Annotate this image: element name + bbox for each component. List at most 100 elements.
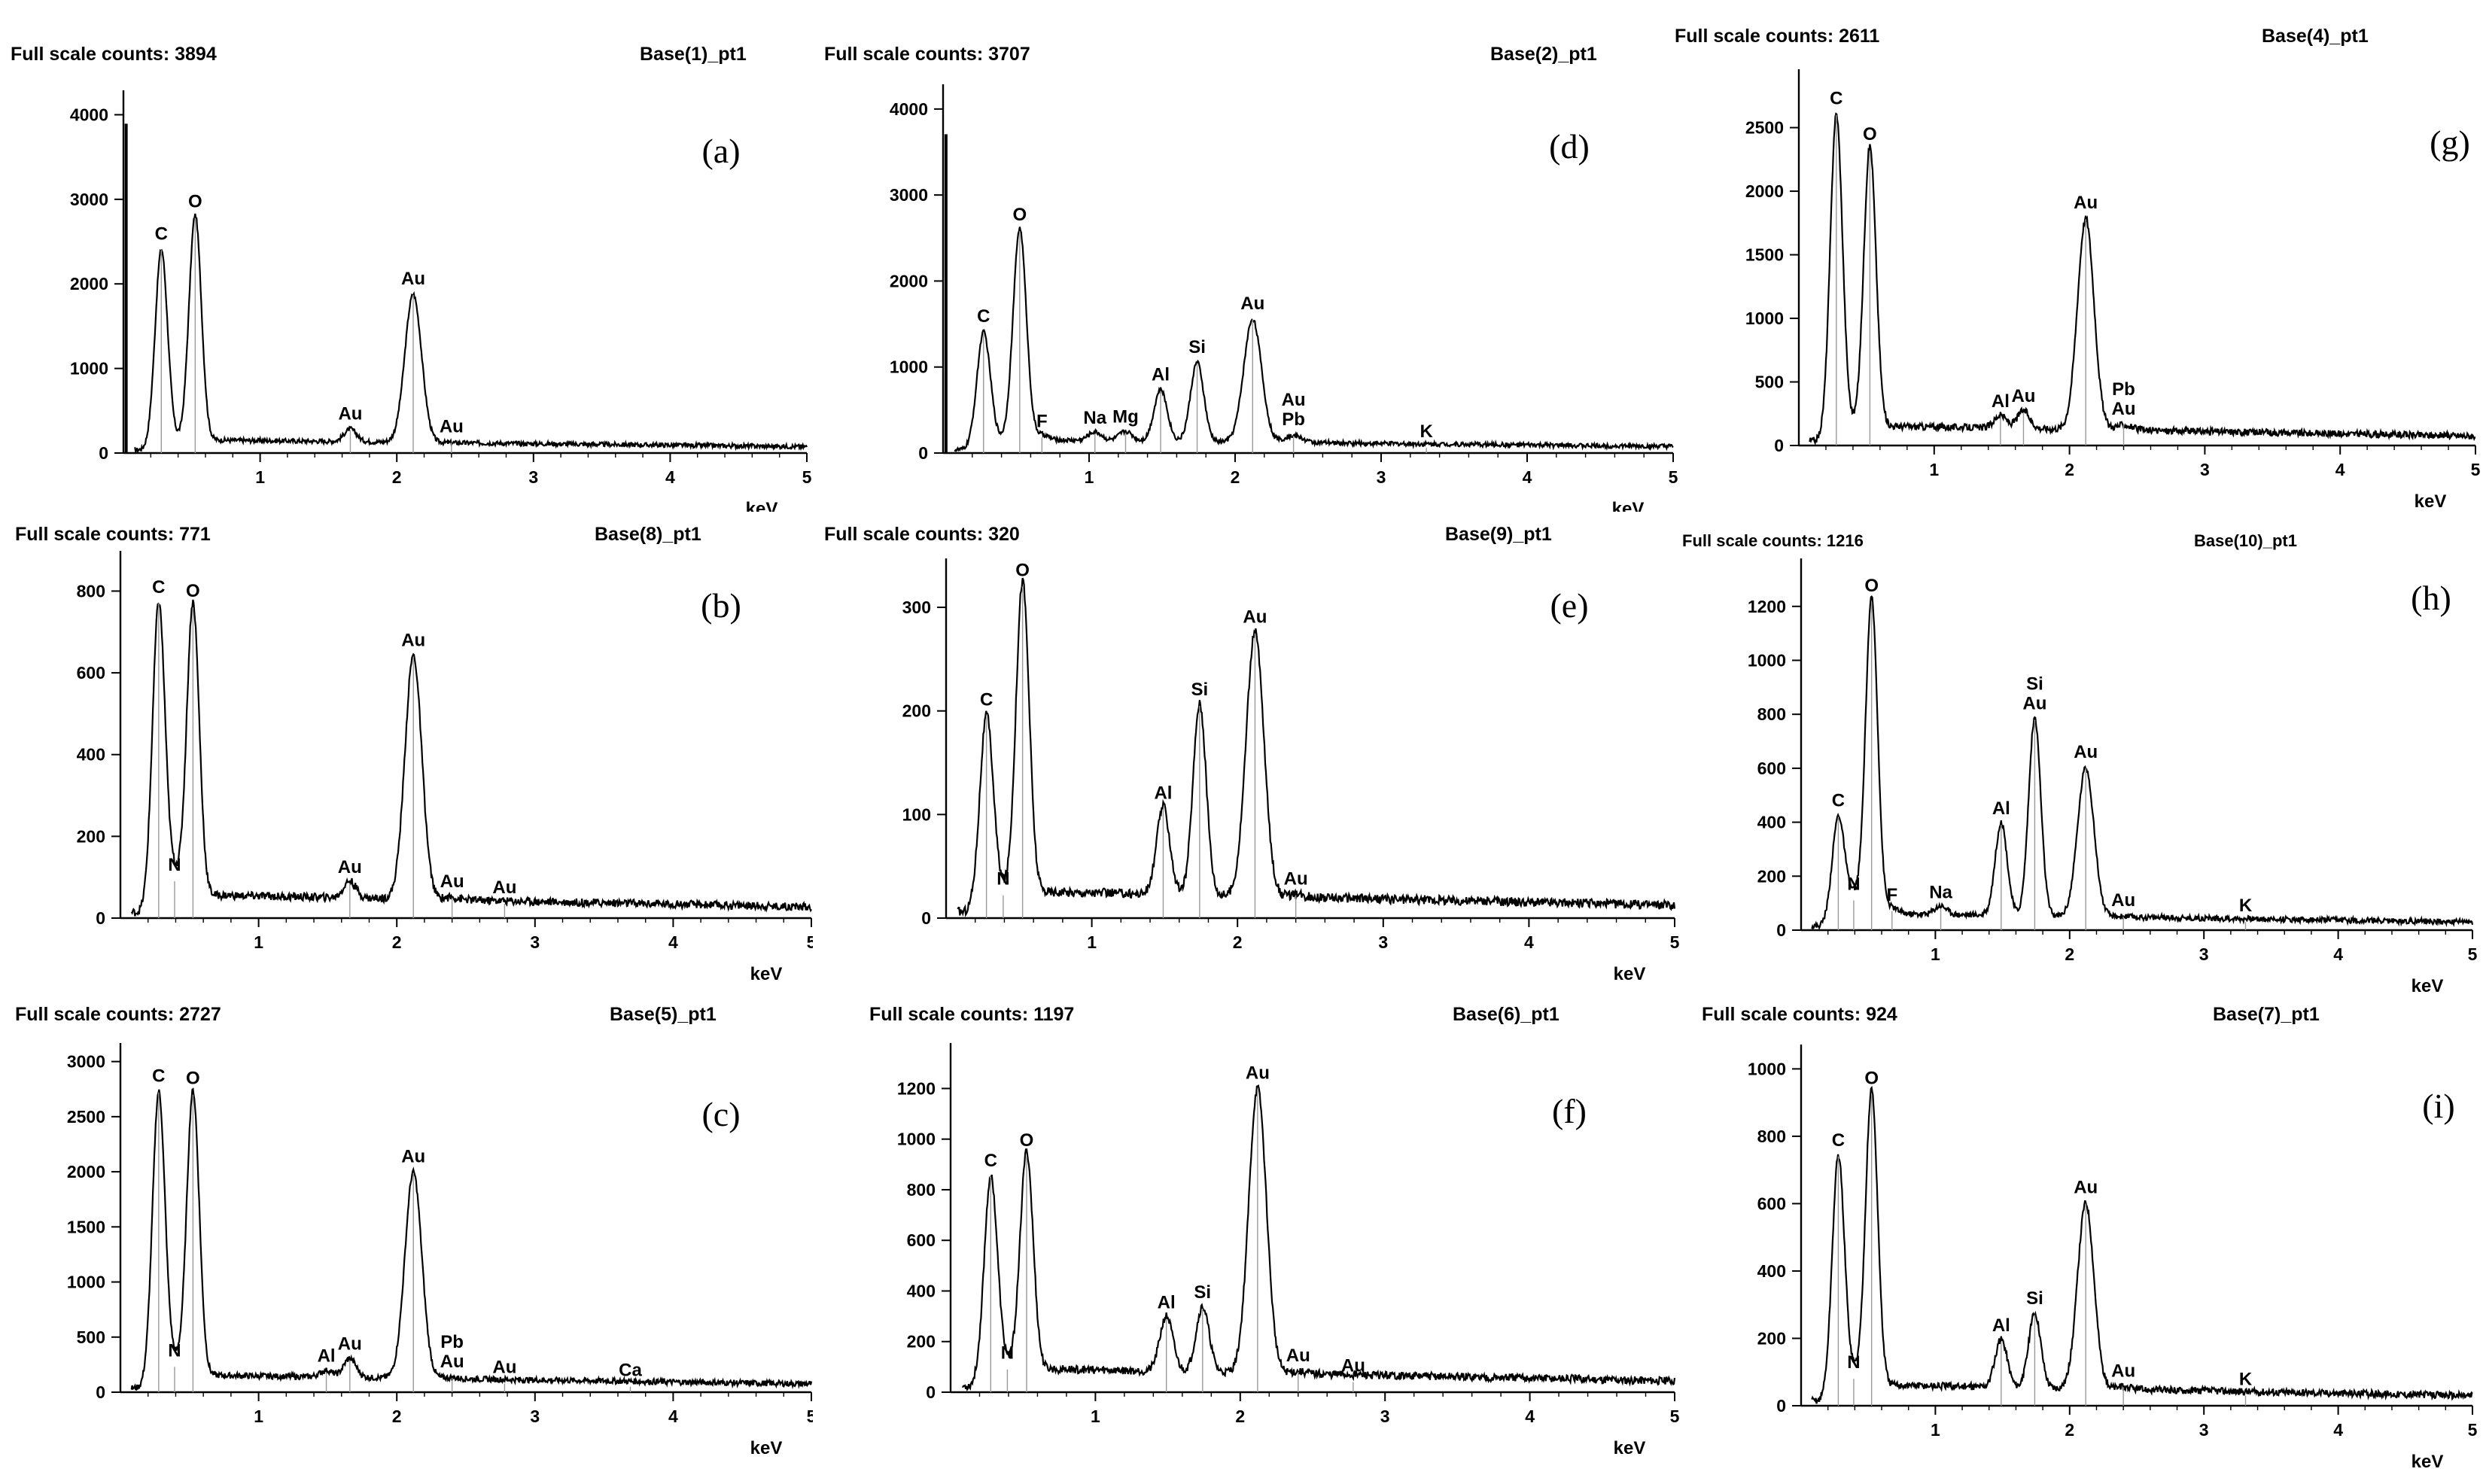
y-tick-label: 200: [1757, 1328, 1786, 1348]
y-tick-label: 0: [96, 1382, 105, 1402]
panel-f-header-right: Base(6)_pt1: [1453, 1004, 1559, 1025]
peak-label: Au: [2111, 1361, 2135, 1381]
panel-letter: (f): [1552, 1092, 1587, 1130]
spectrum-line: [130, 1087, 813, 1391]
peak-label: Pb: [1282, 409, 1305, 430]
y-tick-label: 2500: [1745, 118, 1784, 138]
peak-label: O: [186, 581, 200, 601]
x-tick-label: 4: [2335, 460, 2345, 479]
x-tick-label: 4: [668, 932, 678, 952]
panel-h-header-left: Full scale counts: 1216: [1682, 531, 1864, 550]
peak-label: Au: [2011, 386, 2035, 406]
panel-letter: (b): [701, 586, 741, 625]
panel-e: Full scale counts: 320 Base(9)_pt1 0 100 2…: [817, 512, 1682, 993]
panel-g-header-right: Base(4)_pt1: [2262, 26, 2369, 47]
y-tick-label: 1000: [1745, 309, 1784, 328]
peak-label: Si: [2026, 674, 2043, 694]
peak-label: Au: [1286, 1346, 1310, 1366]
panel-a-header-right: Base(1)_pt1: [640, 44, 747, 65]
peak-label: Au: [492, 1357, 516, 1377]
panel-f-chart: 0 200 400 600 800 1000 1200 1 2 3 4 5 keV C N O Al Si Au Au…: [897, 1043, 1680, 1458]
peak-label: Na: [1083, 408, 1106, 428]
peak-label: Au: [440, 417, 464, 437]
peak-label: C: [152, 1066, 165, 1087]
y-tick-label: 2000: [67, 1162, 105, 1181]
y-tick-label: 1000: [70, 359, 108, 379]
peak-label: Au: [401, 269, 425, 289]
x-tick-label: 1: [1091, 1406, 1100, 1426]
peak-label: O: [1864, 1068, 1879, 1088]
x-axis-unit: keV: [746, 499, 778, 512]
y-tick-label: 1000: [67, 1273, 105, 1292]
peak-label: Au: [338, 404, 362, 424]
x-tick-label: 2: [2065, 1420, 2074, 1440]
peak-label: Al: [1152, 365, 1170, 385]
peak-label: Mg: [1112, 407, 1139, 427]
peak-label: Au: [338, 1334, 362, 1355]
panel-h: Full scale counts: 1216 Base(10)_pt1 0 20…: [1675, 512, 2483, 993]
peak-label: Au: [2074, 742, 2098, 762]
x-tick-label: 3: [528, 467, 538, 487]
peak-label: Si: [1194, 1282, 1211, 1303]
y-tick-label: 600: [1757, 1194, 1786, 1213]
peak-label: Au: [492, 877, 516, 898]
panel-d-header-left: Full scale counts: 3707: [824, 44, 1030, 65]
peak-label: F: [1036, 411, 1048, 431]
x-tick-label: 4: [1524, 932, 1534, 952]
panel-letter: (d): [1549, 127, 1590, 166]
x-tick-label: 2: [1235, 1406, 1245, 1426]
peak-label: O: [186, 1069, 200, 1089]
y-tick-label: 200: [907, 1332, 936, 1352]
x-tick-label: 5: [807, 1406, 813, 1426]
x-tick-label: 1: [254, 1406, 263, 1426]
peak-label: Au: [401, 1147, 425, 1167]
y-tick-label: 2000: [890, 271, 928, 290]
x-axis-unit: keV: [1614, 1438, 1646, 1458]
x-tick-label: 3: [1378, 932, 1388, 952]
y-tick-label: 1000: [1748, 650, 1786, 670]
panel-d-chart: 0 1000 2000 3000 4000 1 2 3 4 5 keV C O F Na Mg Al Si Au Au…: [890, 84, 1678, 512]
peak-label: C: [1832, 1130, 1845, 1151]
peak-label: Pb: [2112, 379, 2135, 400]
y-tick-label: 400: [1757, 813, 1786, 832]
panel-letter: (e): [1550, 586, 1588, 625]
y-tick-label: 1000: [890, 357, 928, 377]
spectrum-line: [130, 599, 812, 917]
y-tick-label: 400: [907, 1281, 936, 1300]
peak-label: Al: [1158, 1292, 1176, 1312]
y-tick-label: 0: [921, 908, 931, 928]
peak-label: K: [1420, 421, 1433, 442]
y-tick-label: 600: [1757, 759, 1786, 778]
x-tick-label: 5: [2468, 1420, 2478, 1440]
peak-label: Au: [2074, 193, 2098, 213]
y-tick-label: 3000: [70, 190, 108, 209]
peak-label: C: [1832, 790, 1845, 810]
panel-a-chart: 0 1000 2000 3000 4000 1 2 3 4 5 keV CO Au Au Au (a): [70, 90, 812, 512]
panel-d-header-right: Base(2)_pt1: [1490, 44, 1597, 65]
panel-letter: (h): [2411, 579, 2451, 617]
peak-label: C: [152, 577, 165, 598]
panel-letter: (i): [2422, 1087, 2454, 1125]
panel-letter: (g): [2430, 123, 2470, 162]
x-tick-label: 5: [1669, 467, 1678, 487]
panel-letter: (a): [701, 132, 740, 170]
panel-e-header-right: Base(9)_pt1: [1445, 524, 1552, 545]
x-tick-label: 1: [255, 467, 265, 487]
peak-label: O: [1864, 576, 1879, 596]
panel-f: Full scale counts: 1197 Base(6)_pt1 0 200…: [817, 993, 1682, 1484]
peak-label: O: [188, 192, 202, 212]
peak-label: Si: [1191, 680, 1209, 700]
x-tick-label: 2: [392, 467, 402, 487]
panel-letter: (c): [701, 1095, 740, 1133]
x-tick-label: 3: [2199, 944, 2209, 964]
peak-label: Au: [338, 857, 362, 877]
panel-c-header-left: Full scale counts: 2727: [15, 1004, 221, 1025]
peak-label: O: [1015, 561, 1030, 581]
peak-label: Au: [440, 871, 464, 892]
x-tick-label: 1: [1931, 1420, 1940, 1440]
peak-label: Au: [2022, 693, 2046, 713]
x-tick-label: 1: [1931, 944, 1940, 964]
panel-g: Full scale counts: 2611 Base(4)_pt1 0 500…: [1675, 0, 2483, 512]
x-tick-label: 1: [1085, 467, 1094, 487]
